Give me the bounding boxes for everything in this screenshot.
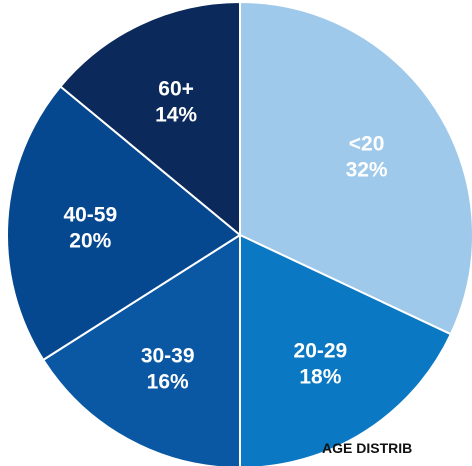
slice-percent-label: 16%: [147, 370, 189, 393]
pie-slice-40-59: [6, 85, 242, 362]
chart-title: AGE DISTRIB: [322, 440, 413, 456]
pie-slice-20-29: [239, 233, 453, 466]
slice-category-label: 60+: [158, 77, 194, 100]
slice-percent-label: 14%: [155, 103, 197, 126]
pie-slice-30-39: [41, 233, 241, 466]
slice-category-label: <20: [349, 133, 385, 156]
slice-percent-label: 18%: [299, 366, 341, 389]
pie-slice-under-20: [239, 0, 472, 336]
slice-category-label: 20-29: [294, 340, 348, 363]
slice-percent-label: 20%: [69, 230, 111, 253]
slice-category-label: 30-39: [141, 344, 195, 367]
pie-slice-60-plus: [59, 0, 241, 238]
slice-category-label: 40-59: [63, 204, 117, 227]
slice-percent-label: 32%: [346, 159, 388, 182]
